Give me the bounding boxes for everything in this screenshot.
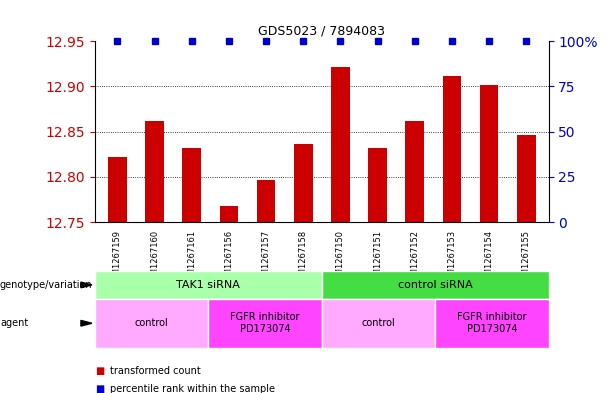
Text: FGFR inhibitor
PD173074: FGFR inhibitor PD173074: [230, 312, 300, 334]
Text: genotype/variation: genotype/variation: [0, 280, 93, 290]
Title: GDS5023 / 7894083: GDS5023 / 7894083: [258, 24, 386, 37]
Text: control: control: [135, 318, 169, 328]
Text: transformed count: transformed count: [110, 366, 201, 376]
Text: TAK1 siRNA: TAK1 siRNA: [177, 280, 240, 290]
Bar: [108, 157, 127, 222]
Bar: [480, 84, 498, 222]
Text: ■: ■: [95, 384, 104, 393]
Bar: [219, 206, 238, 222]
Bar: [405, 121, 424, 222]
Text: control: control: [362, 318, 395, 328]
Bar: [443, 75, 461, 222]
Bar: [183, 148, 201, 222]
Text: ■: ■: [95, 366, 104, 376]
Bar: [331, 66, 349, 222]
Bar: [368, 148, 387, 222]
Bar: [294, 144, 313, 222]
Text: control siRNA: control siRNA: [398, 280, 473, 290]
Text: percentile rank within the sample: percentile rank within the sample: [110, 384, 275, 393]
Text: FGFR inhibitor
PD173074: FGFR inhibitor PD173074: [457, 312, 527, 334]
Bar: [517, 135, 536, 222]
Bar: [145, 121, 164, 222]
Text: agent: agent: [0, 318, 28, 328]
Bar: [257, 180, 275, 222]
